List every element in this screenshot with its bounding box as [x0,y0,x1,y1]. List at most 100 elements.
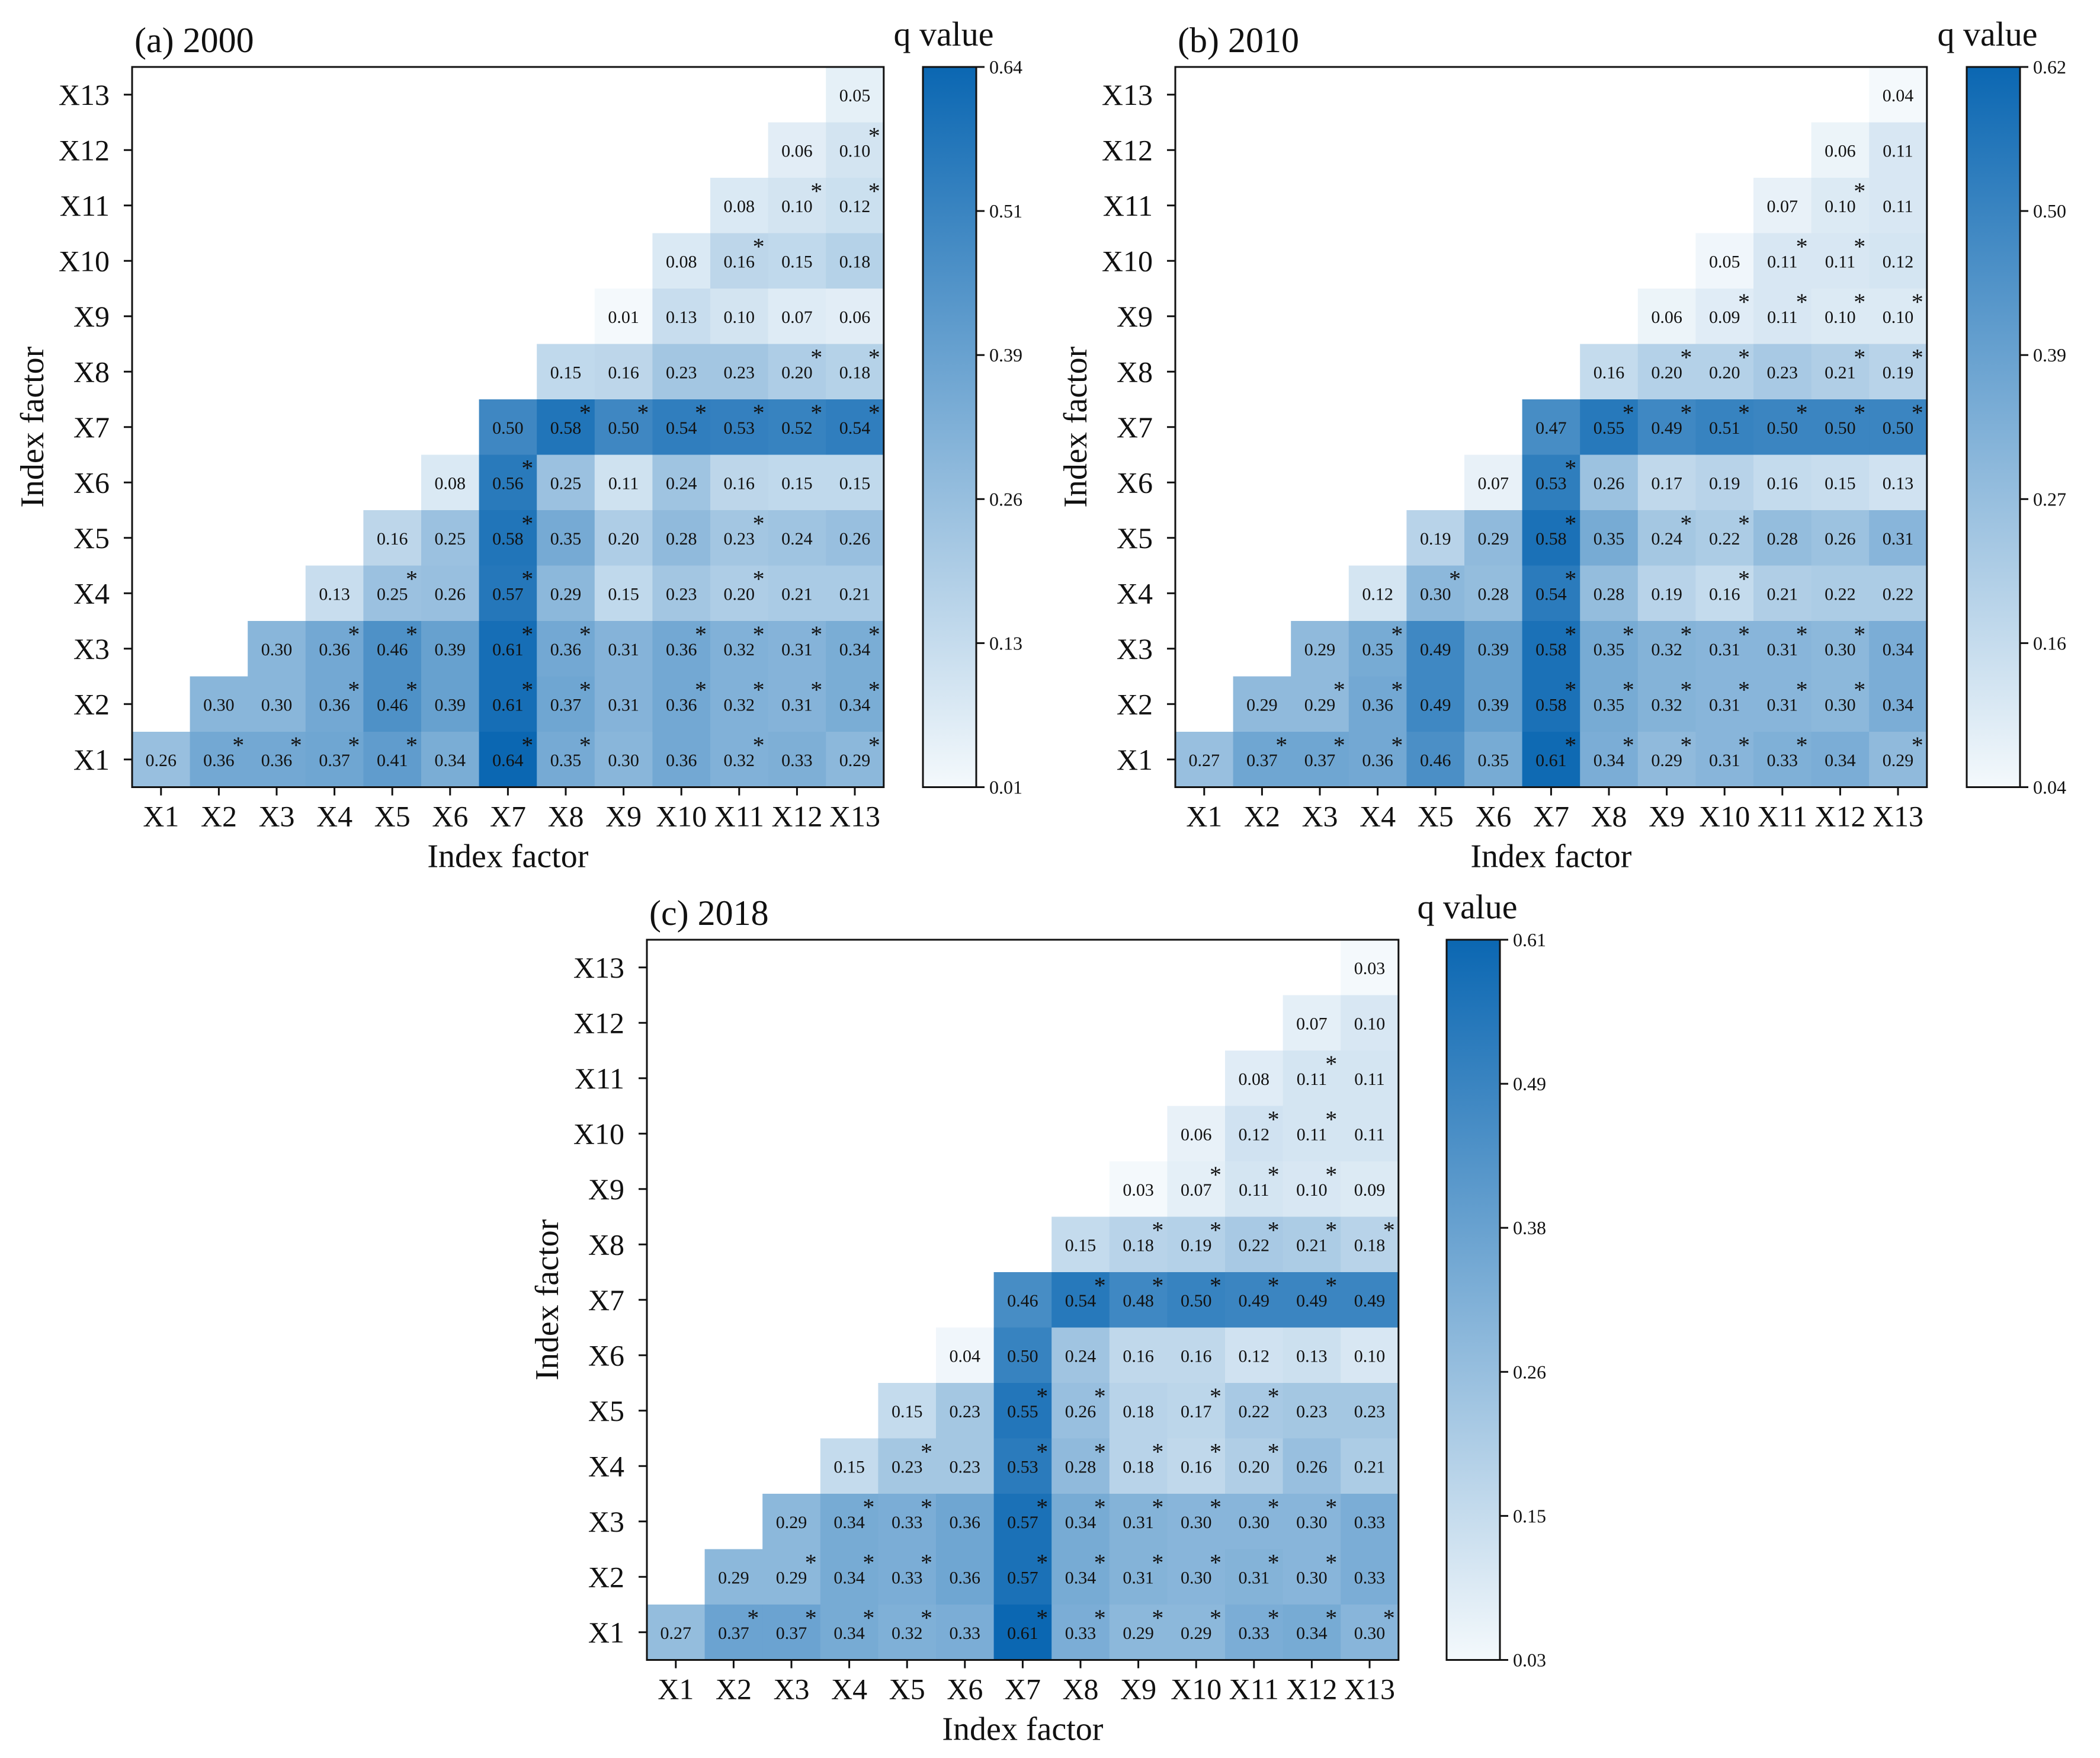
cell-value-label: 0.31 [608,695,639,715]
heatmap-cell [762,1605,821,1661]
heatmap-cell [762,1494,821,1550]
heatmap-cell [1167,1161,1226,1218]
cell-value-label: 0.11 [1297,1069,1327,1089]
cell-value-label: 0.30 [1296,1568,1328,1587]
heatmap-cell [1167,1272,1226,1328]
cell-value-label: 0.34 [833,1513,865,1532]
heatmap-cell [936,1438,995,1494]
heatmap-cell [1753,233,1812,289]
colorbar-tick-label: 0.01 [989,777,1022,798]
cell-value-label: 0.32 [1651,695,1682,715]
heatmap-cell [1225,1327,1284,1384]
cell-value-label: 0.25 [377,584,408,604]
x-tick-label: X6 [947,1673,983,1706]
x-tick-label: X6 [1475,800,1511,833]
colorbar-tick-label: 0.27 [2033,488,2066,510]
heatmap-cell [826,178,884,234]
significance-star: * [695,399,707,426]
cell-value-label: 0.16 [1181,1346,1212,1366]
cell-value-label: 0.05 [839,86,871,105]
cell-value-label: 0.30 [1239,1513,1270,1532]
cell-value-label: 0.33 [892,1568,923,1587]
heatmap-cell [248,676,306,732]
heatmap-cell [1869,344,1928,400]
cell-value-label: 0.33 [950,1623,981,1643]
cell-value-label: 0.53 [1535,473,1567,493]
cell-value-label: 0.15 [839,473,871,493]
y-tick-label: X7 [588,1283,624,1317]
significance-star: * [921,1549,932,1576]
cell-value-label: 0.47 [1535,418,1567,438]
significance-star: * [1738,510,1750,537]
heatmap-cell [652,233,711,289]
cell-value-label: 0.49 [1239,1291,1270,1311]
significance-star: * [863,1549,874,1576]
significance-star: * [753,621,765,648]
cell-value-label: 0.36 [319,640,350,659]
cell-value-label: 0.10 [839,141,871,161]
heatmap-cell [1341,1051,1399,1107]
significance-star: * [1796,677,1808,703]
cell-value-label: 0.34 [833,1568,865,1587]
heatmap-cell [993,1438,1052,1494]
heatmap-cell [1869,233,1928,289]
significance-star: * [1325,1217,1337,1244]
cell-value-label: 0.32 [724,751,755,770]
y-tick-label: X2 [1117,687,1153,721]
heatmap-panel-2010: 0.040.06 0.110.07 0.10*0.110.05 0.11*0.11*0… [1057,15,2066,875]
heatmap-cell [363,565,422,622]
heatmap-cell [1406,565,1465,622]
colorbar-tick-label: 0.61 [1513,929,1546,950]
heatmap-cell [1695,344,1754,400]
heatmap-cell [1291,621,1349,677]
x-tick-label: X9 [1120,1673,1156,1706]
heatmap-cell [1406,732,1465,788]
colorbar [1445,939,1501,1661]
heatmap-cell [768,732,826,788]
heatmap-cell [1753,676,1812,732]
significance-star: * [1854,399,1865,426]
heatmap-cell [1753,178,1812,234]
significance-star: * [1623,677,1634,703]
significance-star: * [753,677,765,703]
heatmap-cell [1051,1327,1110,1384]
cell-value-label: 0.35 [550,529,582,549]
cell-value-label: 0.32 [892,1623,923,1643]
cell-value-label: 0.18 [839,363,871,382]
cell-value-label: 0.16 [377,529,408,549]
cell-value-label: 0.15 [833,1457,865,1477]
heatmap-cell [1695,233,1754,289]
heatmap-cell [479,510,537,566]
cell-value-label: 0.35 [1594,529,1625,549]
heatmap-cell [594,399,653,456]
y-tick-label: X6 [588,1338,624,1372]
cell-value-label: 0.06 [781,141,813,161]
heatmap-cell [1753,289,1812,345]
colorbar-tick-label: 0.13 [989,632,1022,654]
significance-star: * [1094,1549,1106,1576]
heatmap-cell [1637,732,1696,788]
heatmap-cell [1464,454,1523,511]
heatmap-cell [1167,1216,1226,1273]
heatmap-cell [1637,676,1696,732]
cell-value-label: 0.33 [1239,1623,1270,1643]
significance-star: * [1094,1605,1106,1631]
significance-star: * [521,732,533,758]
cell-value-label: 0.10 [1354,1346,1386,1366]
cell-value-label: 0.11 [1354,1125,1384,1144]
cell-value-label: 0.31 [608,640,639,659]
cell-value-label: 0.06 [1825,141,1856,161]
cell-value-label: 0.34 [1825,751,1856,770]
cell-value-label: 0.31 [1767,695,1798,715]
cell-value-label: 0.23 [666,584,697,604]
heatmap-cell [1051,1216,1110,1273]
x-tick-label: X10 [1171,1673,1221,1706]
heatmap-cell [1051,1494,1110,1550]
significance-star: * [290,732,302,758]
cell-value-label: 0.37 [550,695,582,715]
cell-value-label: 0.31 [1709,640,1740,659]
cell-value-label: 0.37 [1304,751,1336,770]
cell-value-label: 0.36 [950,1568,981,1587]
cell-value-label: 0.35 [1594,640,1625,659]
heatmap-cell [1695,454,1754,511]
